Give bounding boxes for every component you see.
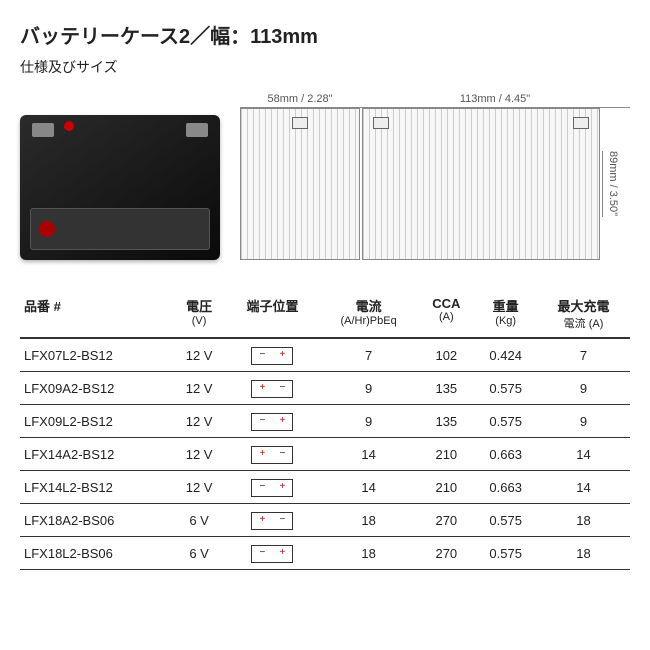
table-header-row: 品番 # 電圧(V) 端子位置 電流(A/Hr)PbEq CCA(A) 重量(K… <box>20 290 630 338</box>
cell-max-charge: 14 <box>537 438 630 471</box>
terminal-icon: +− <box>251 380 293 398</box>
cell-terminal: +− <box>226 372 319 405</box>
cell-terminal: +− <box>226 438 319 471</box>
cell-max-charge: 18 <box>537 504 630 537</box>
image-row: 58mm / 2.28" 113mm / 4.45" 89mm / 3.50" <box>20 91 630 260</box>
table-row: LFX18L2-BS066 V−+182700.57518 <box>20 537 630 570</box>
cell-weight: 0.663 <box>474 438 537 471</box>
col-weight: 重量(Kg) <box>474 290 537 338</box>
cell-weight: 0.663 <box>474 471 537 504</box>
col-part-no: 品番 # <box>20 290 172 338</box>
battery-photo <box>20 115 220 260</box>
col-terminal: 端子位置 <box>226 290 319 338</box>
terminal-icon: −+ <box>251 479 293 497</box>
cell-voltage: 12 V <box>172 372 226 405</box>
cell-cca: 210 <box>418 471 474 504</box>
cell-part-no: LFX09L2-BS12 <box>20 405 172 438</box>
table-row: LFX07L2-BS1212 V−+71020.4247 <box>20 338 630 372</box>
cell-max-charge: 7 <box>537 338 630 372</box>
dim-label-height: 89mm / 3.50" <box>602 151 619 216</box>
terminal-icon: −+ <box>251 347 293 365</box>
dim-label-front: 113mm / 4.45" <box>360 91 630 108</box>
brand-logo-icon <box>39 221 55 237</box>
terminal-icon: −+ <box>251 413 293 431</box>
cell-terminal: −+ <box>226 338 319 372</box>
cell-part-no: LFX14L2-BS12 <box>20 471 172 504</box>
cell-cca: 270 <box>418 537 474 570</box>
cell-current: 14 <box>319 438 418 471</box>
cell-voltage: 12 V <box>172 405 226 438</box>
cell-part-no: LFX14A2-BS12 <box>20 438 172 471</box>
cell-part-no: LFX09A2-BS12 <box>20 372 172 405</box>
cell-voltage: 12 V <box>172 438 226 471</box>
battery-photo-wrap <box>20 115 230 260</box>
table-row: LFX14L2-BS1212 V−+142100.66314 <box>20 471 630 504</box>
spec-subtitle: 仕様及びサイズ <box>20 57 630 77</box>
cell-voltage: 6 V <box>172 504 226 537</box>
cell-voltage: 12 V <box>172 338 226 372</box>
cell-voltage: 12 V <box>172 471 226 504</box>
table-row: LFX14A2-BS1212 V+−142100.66314 <box>20 438 630 471</box>
table-row: LFX09L2-BS1212 V−+91350.5759 <box>20 405 630 438</box>
table-row: LFX18A2-BS066 V+−182700.57518 <box>20 504 630 537</box>
cell-part-no: LFX18A2-BS06 <box>20 504 172 537</box>
table-row: LFX09A2-BS1212 V+−91350.5759 <box>20 372 630 405</box>
cell-part-no: LFX07L2-BS12 <box>20 338 172 372</box>
side-view-drawing <box>240 108 360 260</box>
col-cca: CCA(A) <box>418 290 474 338</box>
cell-weight: 0.424 <box>474 338 537 372</box>
dimension-top-labels: 58mm / 2.28" 113mm / 4.45" <box>240 91 630 108</box>
col-max-charge: 最大充電電流 (A) <box>537 290 630 338</box>
front-view-drawing <box>362 108 600 260</box>
cell-terminal: −+ <box>226 405 319 438</box>
cell-cca: 210 <box>418 438 474 471</box>
cell-weight: 0.575 <box>474 537 537 570</box>
terminal-icon: −+ <box>251 545 293 563</box>
cell-weight: 0.575 <box>474 372 537 405</box>
cell-max-charge: 9 <box>537 372 630 405</box>
cell-terminal: +− <box>226 504 319 537</box>
col-voltage: 電圧(V) <box>172 290 226 338</box>
cell-max-charge: 18 <box>537 537 630 570</box>
cell-current: 9 <box>319 405 418 438</box>
cell-max-charge: 9 <box>537 405 630 438</box>
cell-cca: 102 <box>418 338 474 372</box>
cell-current: 9 <box>319 372 418 405</box>
cell-current: 14 <box>319 471 418 504</box>
cell-current: 7 <box>319 338 418 372</box>
terminal-icon: +− <box>251 446 293 464</box>
col-current: 電流(A/Hr)PbEq <box>319 290 418 338</box>
terminal-icon: +− <box>251 512 293 530</box>
cell-terminal: −+ <box>226 471 319 504</box>
cell-current: 18 <box>319 504 418 537</box>
terminal-indicator <box>64 121 74 131</box>
cell-cca: 135 <box>418 405 474 438</box>
cell-weight: 0.575 <box>474 504 537 537</box>
cell-weight: 0.575 <box>474 405 537 438</box>
battery-label-sticker <box>30 208 210 250</box>
cell-current: 18 <box>319 537 418 570</box>
page-title: バッテリーケース2／幅：113mm <box>20 20 630 49</box>
cell-cca: 270 <box>418 504 474 537</box>
cell-voltage: 6 V <box>172 537 226 570</box>
dimension-drawings: 58mm / 2.28" 113mm / 4.45" 89mm / 3.50" <box>240 91 630 260</box>
dim-label-side: 58mm / 2.28" <box>240 91 360 108</box>
cell-terminal: −+ <box>226 537 319 570</box>
cell-part-no: LFX18L2-BS06 <box>20 537 172 570</box>
spec-table: 品番 # 電圧(V) 端子位置 電流(A/Hr)PbEq CCA(A) 重量(K… <box>20 290 630 570</box>
cell-cca: 135 <box>418 372 474 405</box>
cell-max-charge: 14 <box>537 471 630 504</box>
